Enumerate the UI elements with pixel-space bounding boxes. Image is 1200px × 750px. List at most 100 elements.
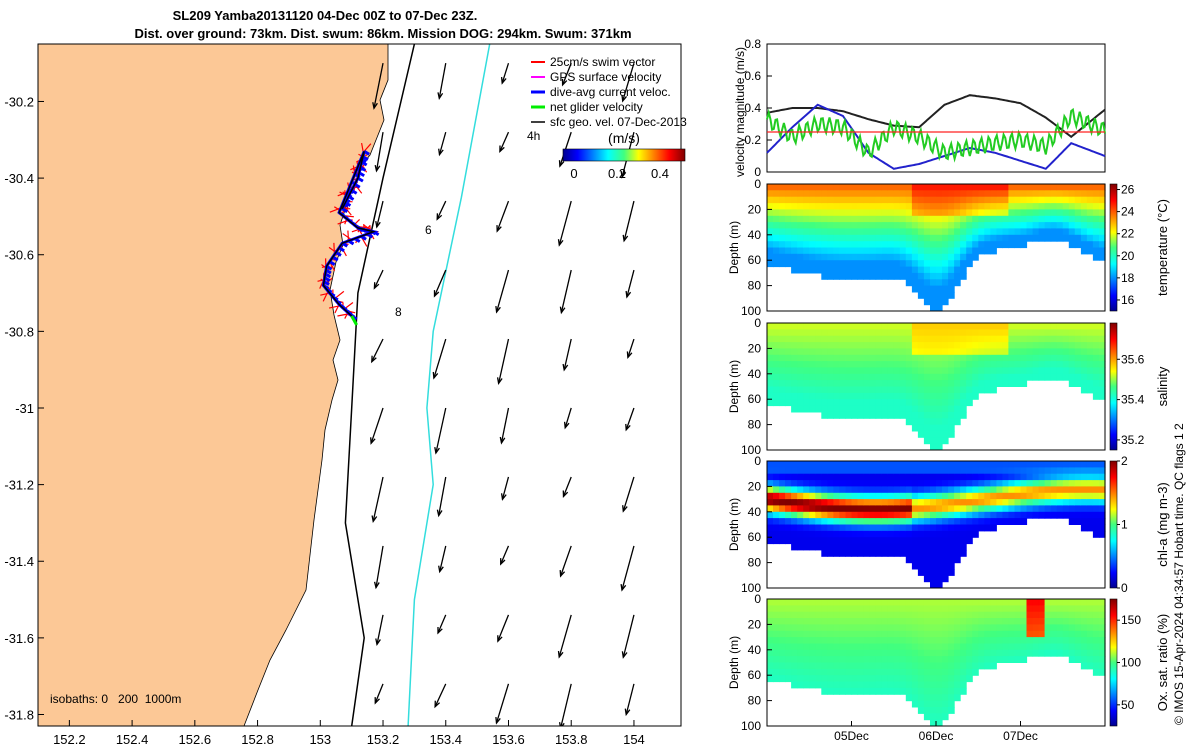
section-cell	[797, 329, 804, 337]
section-cell	[948, 196, 955, 204]
section-cell	[930, 260, 937, 268]
section-cell	[1062, 499, 1070, 506]
section-cell	[1032, 190, 1040, 198]
section-cell	[827, 618, 834, 625]
figure-title-line1: SL209 Yamba20131120 04-Dec 00Z to 07-Dec…	[173, 8, 478, 23]
section-cell	[1086, 241, 1094, 249]
section-cell	[984, 335, 991, 343]
section-cell	[972, 215, 979, 223]
section-cell	[809, 329, 816, 337]
section-cell	[1008, 190, 1015, 198]
section-cell	[857, 399, 865, 407]
section-cell	[845, 618, 853, 625]
geo-vector-shaft	[498, 338, 510, 384]
section-cell	[791, 399, 798, 407]
section-cell	[1092, 637, 1100, 644]
section-cell	[936, 342, 943, 349]
section-cell	[881, 605, 889, 613]
section-cell	[930, 492, 937, 500]
section-cell	[851, 196, 859, 204]
section-cell	[942, 713, 949, 721]
section-cell	[917, 253, 925, 261]
section-cell	[972, 329, 979, 337]
section-cell	[791, 656, 798, 663]
section-cell	[923, 399, 931, 407]
section-cell	[839, 184, 846, 191]
section-cell	[911, 215, 919, 223]
section-cell	[984, 241, 991, 249]
section-cell	[1068, 335, 1076, 343]
section-cell	[869, 492, 877, 500]
legend-entry-swim: 25cm/s swim vector	[550, 55, 655, 69]
geo-vector-shaft	[435, 407, 447, 454]
map-y-tick-label: -31	[15, 401, 34, 416]
section-cell	[948, 222, 955, 229]
section-cell	[1032, 209, 1040, 217]
geo-vector-head	[562, 363, 569, 372]
section-cell	[960, 203, 967, 210]
section-cell	[911, 203, 919, 210]
section-cell	[930, 279, 937, 287]
section-cell	[875, 499, 883, 506]
section-cell	[984, 348, 991, 356]
section-cell	[839, 222, 846, 229]
section-cell	[972, 247, 979, 255]
section-cell	[851, 668, 859, 676]
section-cell	[779, 473, 786, 481]
section-cell	[972, 486, 979, 494]
section-cell	[905, 405, 913, 413]
section-cell	[899, 348, 907, 356]
section-cell	[1014, 480, 1022, 487]
section-cell	[863, 624, 871, 632]
section-cell	[887, 467, 895, 475]
section-cell	[893, 203, 901, 210]
section-cell	[1014, 486, 1022, 494]
section-cell	[893, 266, 901, 274]
swim-vector	[363, 143, 372, 152]
section-cell	[984, 354, 991, 362]
section-cell	[821, 367, 828, 375]
section-cell	[803, 518, 810, 525]
section-cell	[1050, 461, 1058, 468]
section-cell	[851, 605, 859, 613]
geo-vector-shaft	[625, 683, 635, 715]
section-colorbar-label: Ox. sat. ratio (%)	[1155, 614, 1170, 712]
section-cell	[803, 190, 810, 198]
section-cell	[930, 511, 937, 519]
section-cell	[1074, 643, 1082, 651]
section-cell	[978, 461, 985, 468]
section-cell	[1092, 190, 1100, 198]
section-cell	[936, 713, 943, 721]
section-cell	[899, 643, 907, 651]
section-cell	[936, 411, 943, 419]
section-cell	[972, 392, 979, 400]
section-cell	[966, 618, 973, 625]
section-cell	[815, 537, 822, 545]
section-cell	[960, 196, 967, 204]
section-cell	[966, 511, 973, 519]
section-cell	[893, 260, 901, 268]
section-cell	[875, 342, 883, 349]
section-y-tick-label: 0	[754, 454, 761, 468]
section-cell	[887, 190, 895, 198]
section-cell	[930, 694, 937, 702]
section-cell	[839, 530, 846, 538]
section-cell	[966, 624, 973, 632]
section-cell	[809, 524, 816, 532]
section-cell	[978, 511, 985, 519]
section-cell	[851, 392, 859, 400]
section-cell	[1056, 461, 1064, 468]
section-cell	[1050, 354, 1058, 362]
section-cell	[785, 486, 792, 494]
section-cell	[1020, 643, 1028, 651]
section-cell	[1092, 342, 1100, 349]
section-cell	[942, 247, 949, 255]
section-ylabel: Depth (m)	[727, 498, 741, 551]
section-cell	[785, 480, 792, 487]
section-cell	[821, 342, 828, 349]
geo-vector-head	[371, 515, 378, 524]
section-cell	[857, 605, 865, 613]
section-cell	[936, 467, 943, 475]
geo-vector-head	[559, 570, 566, 578]
section-cell	[803, 543, 810, 551]
